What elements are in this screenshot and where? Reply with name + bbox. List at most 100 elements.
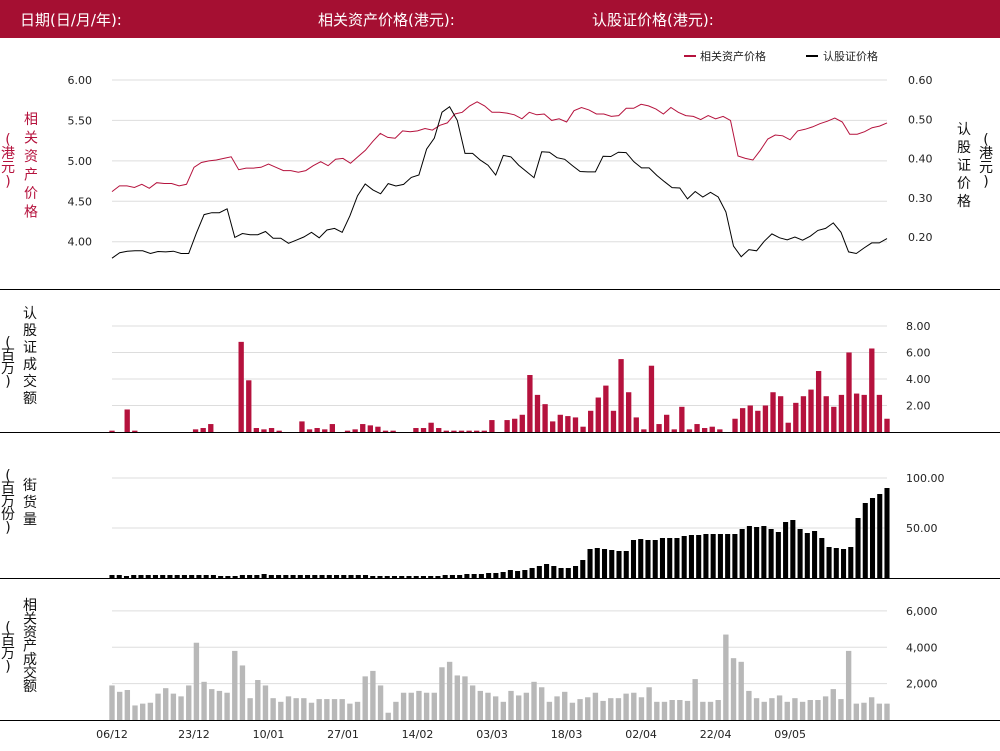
- outstanding-bar: [268, 575, 274, 578]
- asset-turnover-bar: [661, 701, 668, 720]
- warrant-price-line: [111, 105, 888, 259]
- warrant-turnover-bar: [777, 396, 784, 432]
- asset-turnover-axis-unit: 百: [1, 633, 15, 649]
- warrant-turnover-bar: [785, 422, 791, 432]
- warrant-turnover-bar: [124, 409, 130, 432]
- outstanding-bar: [869, 498, 876, 578]
- warrant-turnover-bar: [344, 430, 351, 432]
- asset-turnover-bar: [700, 701, 706, 720]
- left-price-axis-unit: 港: [1, 146, 15, 162]
- outstanding-bar: [464, 574, 470, 578]
- asset-turnover-bar: [301, 698, 307, 720]
- asset-turnover-bar: [646, 687, 652, 720]
- asset-turnover-bar: [370, 670, 376, 720]
- asset-turnover-bar: [316, 699, 322, 720]
- asset-turnover-bar: [884, 703, 890, 720]
- asset-turnover-bar: [562, 691, 568, 720]
- outstanding-axis-unit: (: [5, 468, 10, 484]
- outstanding-bar: [551, 566, 557, 578]
- outstanding-bar: [232, 576, 238, 578]
- left-price-axis-title: 关: [24, 131, 38, 147]
- legend-asset-label: 相关资产价格: [700, 49, 766, 63]
- asset-turnover-bar: [677, 700, 683, 720]
- asset-turnover-bar: [746, 690, 752, 720]
- warrant-turnover-bar: [580, 426, 586, 432]
- outstanding-bar: [826, 547, 832, 578]
- outstanding-bar: [131, 575, 137, 578]
- asset-turnover-bar: [201, 681, 207, 720]
- right-price-tick-label: 0.50: [908, 113, 933, 126]
- asset-turnover-bar: [270, 698, 276, 720]
- asset-price-line: [111, 101, 888, 192]
- outstanding-bar: [674, 538, 680, 578]
- outstanding-bar: [167, 575, 173, 578]
- warrant-turnover-bar: [648, 365, 655, 432]
- asset-turnover-bar: [615, 698, 622, 720]
- asset-turnover-bar: [362, 676, 368, 720]
- outstanding-bar: [225, 576, 231, 578]
- outstanding-bar: [493, 573, 499, 578]
- asset-price-label: 相关资产价格(港元):: [318, 11, 455, 29]
- asset-turnover-bar: [439, 667, 445, 720]
- asset-turnover-bar: [592, 692, 599, 720]
- asset-turnover-bar: [293, 698, 299, 720]
- outstanding-bar: [667, 538, 673, 578]
- right-price-tick-label: 0.20: [908, 231, 933, 244]
- warrant-turnover-bar: [420, 428, 427, 432]
- outstanding-bar: [362, 575, 369, 578]
- outstanding-bar: [630, 540, 637, 578]
- warrant-turnover-bar: [428, 422, 434, 432]
- warrant-turnover-bar: [732, 418, 738, 432]
- outstanding-bar: [152, 575, 158, 578]
- warrant-turnover-axis-title: 证: [23, 340, 37, 356]
- warrant-turnover-bar: [542, 404, 548, 432]
- warrant-turnover-axis-unit: (: [5, 335, 10, 351]
- outstanding-bar: [645, 540, 651, 578]
- outstanding-bar: [247, 575, 253, 578]
- outstanding-bar: [160, 575, 166, 578]
- asset-turnover-bar: [707, 701, 714, 720]
- date-label: 日期(日/月/年):: [20, 11, 122, 29]
- warrant-turnover-bar: [853, 393, 860, 432]
- outstanding-bar: [652, 540, 658, 578]
- asset-turnover-bar: [830, 689, 836, 720]
- outstanding-bar: [370, 576, 376, 578]
- x-tick-label: 14/02: [402, 728, 434, 741]
- warrant-turnover-bar: [588, 410, 594, 432]
- asset-turnover-axis-unit: (: [5, 620, 10, 636]
- outstanding-bar: [210, 575, 216, 578]
- outstanding-bar: [457, 575, 463, 578]
- warrant-turnover-bar: [375, 426, 381, 432]
- outstanding-bar: [659, 538, 665, 578]
- outstanding-bar: [609, 550, 615, 578]
- warrant-turnover-bar: [641, 429, 647, 432]
- outstanding-bar: [261, 574, 267, 578]
- asset-turnover-bar: [186, 685, 192, 720]
- warrant-turnover-bar: [823, 396, 829, 432]
- warrant-turnover-tick-label: 6.00: [906, 346, 931, 359]
- outstanding-axis-title: 量: [23, 512, 37, 528]
- warrant-turnover-bar: [306, 429, 313, 432]
- asset-turnover-bar: [408, 692, 414, 720]
- outstanding-bar: [297, 575, 303, 578]
- outstanding-bar: [109, 575, 115, 578]
- warrant-turnover-bar: [132, 430, 138, 432]
- asset-turnover-bar: [393, 701, 399, 720]
- outstanding-bar: [486, 573, 492, 578]
- left-price-axis-unit: ): [5, 174, 10, 190]
- asset-turnover-bar: [822, 696, 829, 720]
- asset-turnover-bar: [239, 665, 246, 720]
- outstanding-bar: [732, 534, 738, 578]
- asset-turnover-bar: [753, 698, 760, 720]
- outstanding-bar: [696, 535, 702, 578]
- left-price-axis-unit: (: [5, 132, 10, 148]
- right-price-axis-title: 股: [957, 140, 971, 156]
- asset-turnover-bar: [631, 692, 637, 720]
- asset-turnover-bar: [163, 688, 169, 720]
- asset-turnover-bar: [224, 692, 230, 720]
- asset-turnover-bar: [853, 703, 859, 720]
- right-price-tick-label: 0.30: [908, 192, 933, 205]
- warrant-turnover-axis-title: 额: [23, 391, 37, 407]
- warrant-turnover-bar: [747, 405, 753, 432]
- asset-turnover-bar: [255, 680, 261, 720]
